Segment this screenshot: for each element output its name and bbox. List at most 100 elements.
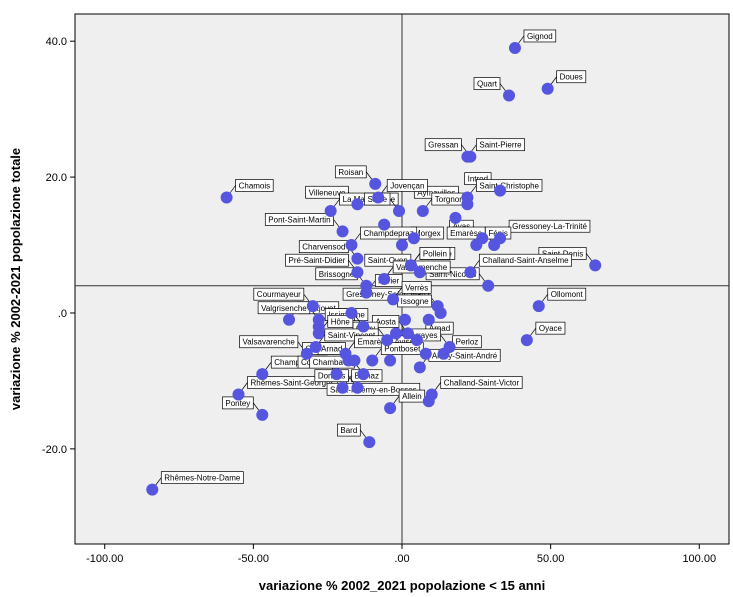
data-point [508,41,521,54]
svg-text:Pontboset: Pontboset [384,345,421,354]
data-point [532,300,545,313]
svg-text:Pont-Saint-Martin: Pont-Saint-Martin [268,215,330,224]
svg-text:Emarèse: Emarèse [450,229,483,238]
point-label: Pont-Saint-Martin [264,213,343,232]
data-point [378,218,391,231]
svg-text:Valgrisenche: Valgrisenche [261,304,307,313]
x-tick-label: -50.00 [238,553,269,565]
svg-text:Saint-Nicolas: Saint-Nicolas [429,270,476,279]
svg-text:Issogne: Issogne [401,297,430,306]
point-label: Chamois [226,179,274,198]
svg-text:Arnad: Arnad [321,345,342,354]
point-label: Rhêmes-Notre-Dame [152,471,244,490]
data-point [422,313,435,326]
svg-text:Pollein: Pollein [423,249,447,258]
svg-text:Roisan: Roisan [338,168,363,177]
data-point [488,239,501,252]
data-point [413,361,426,374]
data-point [324,205,337,218]
data-point [357,320,370,333]
x-axis-title: variazione % 2002_2021 popolazione < 15 … [259,578,546,593]
svg-text:Saint-Oyen: Saint-Oyen [368,256,408,265]
svg-text:Gignod: Gignod [527,32,553,41]
x-tick-label: .00 [394,553,409,565]
data-point [351,381,364,394]
x-tick-label: -100.00 [86,553,123,565]
data-points [146,41,602,496]
svg-text:Gressoney-La-Trinité: Gressoney-La-Trinité [512,222,587,231]
data-point [449,211,462,224]
data-point [300,347,313,360]
data-point [351,252,364,265]
x-tick-label: 50.00 [537,553,565,565]
point-label: Pontey [222,396,263,416]
data-point [146,483,159,496]
point-label: Gressoney-La-Trinité [499,219,591,239]
svg-text:Montjovet: Montjovet [301,304,336,313]
data-point [494,184,507,197]
data-point [393,205,406,218]
y-tick-label: 40.0 [46,36,67,48]
svg-text:Quart: Quart [477,80,498,89]
svg-text:Chamois: Chamois [239,181,271,190]
data-point [437,347,450,360]
point-label: Gressan [424,138,471,157]
point-label: Villeneuve [305,185,358,205]
data-point [384,402,397,415]
data-point [360,286,373,299]
data-point [470,239,483,252]
y-axis-title: variazione % 2002-2021 popolazione total… [8,148,23,410]
data-point [336,381,349,394]
svg-text:Perloz: Perloz [456,338,479,347]
data-point [351,266,364,279]
point-label: Gignod [514,29,557,49]
data-point [410,334,423,347]
data-point [396,239,408,252]
data-point [345,306,358,319]
data-point [589,259,602,272]
data-point [416,205,429,218]
svg-text:Allein: Allein [402,392,422,401]
svg-text:Verrayes: Verrayes [406,331,438,340]
point-label: Courmayeur [253,287,314,307]
data-point [401,327,414,340]
svg-text:Villeneuve: Villeneuve [309,188,346,197]
svg-text:Courmayeur: Courmayeur [257,290,301,299]
data-point [434,306,447,319]
data-point [366,354,379,367]
point-label: Doues [547,70,587,89]
data-point [256,368,269,381]
data-point [398,313,411,326]
data-point [220,191,233,204]
data-point [520,334,533,347]
data-point [381,334,394,347]
data-point [464,266,477,279]
svg-text:Saint-Pierre: Saint-Pierre [479,141,522,150]
svg-text:Pré-Saint-Didier: Pré-Saint-Didier [289,256,346,265]
y-axis: -20.0 .0 20.0 40.0 [42,36,75,456]
data-point [541,82,554,95]
point-label: Saint-Pierre [467,138,525,157]
svg-text:Hône: Hône [331,317,351,326]
data-point [363,436,376,449]
svg-text:Emarèse: Emarèse [358,338,391,347]
data-point [256,408,269,421]
data-point [312,327,325,340]
svg-text:Rhêmes-Notre-Dame: Rhêmes-Notre-Dame [164,474,241,483]
data-point [348,354,361,367]
svg-text:Morgex: Morgex [414,229,441,238]
x-tick-label: 100.00 [682,553,716,565]
data-point [482,279,495,292]
y-tick-label: -20.0 [42,444,67,456]
point-label: Pré-Saint-Didier [285,253,358,273]
svg-text:Champdepraz: Champdepraz [363,229,413,238]
svg-text:Bard: Bard [340,426,357,435]
data-point [387,293,400,306]
svg-text:Pontey: Pontey [225,399,250,408]
data-point [461,198,474,211]
svg-text:Rhêmes-Saint-Georges: Rhêmes-Saint-Georges [251,379,335,388]
data-point [461,150,474,163]
point-label: Hône [318,315,354,334]
x-axis: -100.00 -50.00 .00 50.00 100.00 [86,544,716,565]
